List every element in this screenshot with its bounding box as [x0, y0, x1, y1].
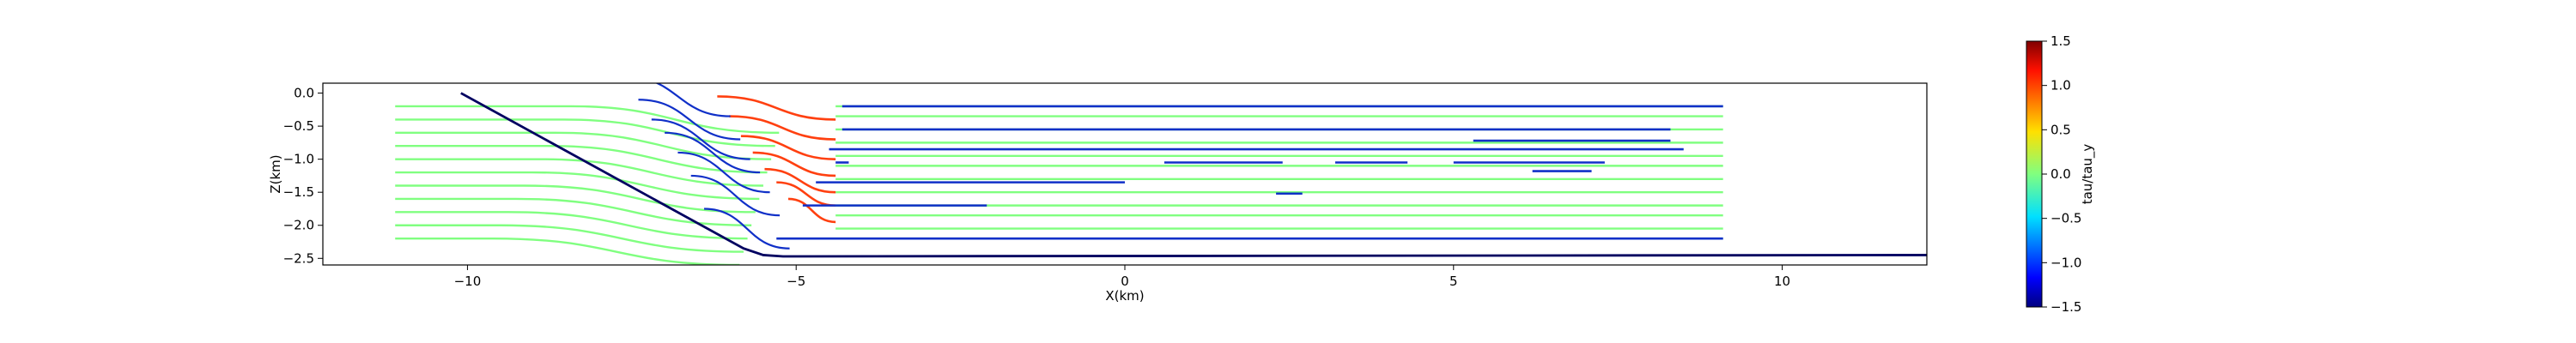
y-tick-label: −2.0 [283, 218, 314, 233]
x-tick-label: −10 [454, 274, 482, 289]
y-tick-label: −1.0 [283, 152, 314, 167]
y-axis-label: Z(km) [268, 154, 283, 193]
x-tick-label: 0 [1121, 274, 1129, 289]
streamline-low-arc [651, 118, 750, 160]
streamline-left [395, 184, 756, 214]
colorbar-tick-label: 0.0 [2050, 166, 2071, 182]
streamline-left [395, 211, 748, 240]
streamline-high [740, 135, 836, 160]
colorbar-gradient [2026, 40, 2043, 308]
y-tick-label: −0.5 [283, 118, 314, 134]
fault-line [460, 92, 1927, 258]
x-axis-label: X(km) [1105, 288, 1144, 304]
colorbar-tick-label: −1.5 [2050, 299, 2081, 315]
y-axis: 0.0 −0.5 −1.0 −1.5 −2.0 −2.5 [283, 86, 323, 266]
streamline-low-arc [677, 151, 770, 194]
streamline-left [395, 171, 760, 201]
colorbar-tick-label: 0.5 [2050, 122, 2071, 137]
streamline-left [395, 197, 752, 226]
streamline-high [787, 197, 836, 224]
streamline-low-arc [654, 83, 731, 117]
streamline-high [752, 151, 836, 178]
colorbar-tick-label: 1.5 [2050, 33, 2071, 49]
streamline-high [776, 181, 836, 207]
y-tick-label: 0.0 [294, 86, 314, 101]
x-tick-label: 10 [1774, 274, 1790, 289]
streamline-left [395, 145, 768, 174]
streamline-low-arc [665, 131, 761, 174]
streamline-low-arc [690, 174, 781, 217]
x-axis: −10 −5 0 5 10 [454, 265, 1790, 289]
streamline-left [395, 237, 740, 265]
streamline-low-arc [704, 208, 790, 250]
colorbar-tick-label: 1.0 [2050, 78, 2071, 93]
colorbar-tick-label: −1.0 [2050, 255, 2081, 270]
streamline-left [395, 118, 775, 147]
y-tick-label: −1.5 [283, 184, 314, 200]
streamline-high [717, 95, 836, 121]
colorbar-label: tau/tau_y [2080, 144, 2096, 205]
fault-trace [460, 92, 1927, 258]
y-tick-label: −2.5 [283, 250, 314, 266]
x-tick-label: −5 [787, 274, 805, 289]
x-tick-label: 5 [1449, 274, 1458, 289]
colorbar: 1.5 1.0 0.5 0.0 −0.5 −1.0 −1.5 tau/tau_y [2026, 33, 2096, 315]
streamline-high [764, 167, 836, 194]
colorbar-ticks: 1.5 1.0 0.5 0.0 −0.5 −1.0 −1.5 [2042, 33, 2081, 315]
streamline-left [395, 224, 744, 253]
colorbar-tick-label: −0.5 [2050, 211, 2081, 226]
streamline-low-arc [638, 99, 741, 141]
streamline-left [395, 105, 780, 135]
streamlines [395, 83, 1723, 265]
plot-area: −10 −5 0 5 10 0.0−0.5−1.0−1.5−2.0−2.5 X(km) … [268, 82, 1928, 304]
streamline-high [729, 115, 836, 141]
